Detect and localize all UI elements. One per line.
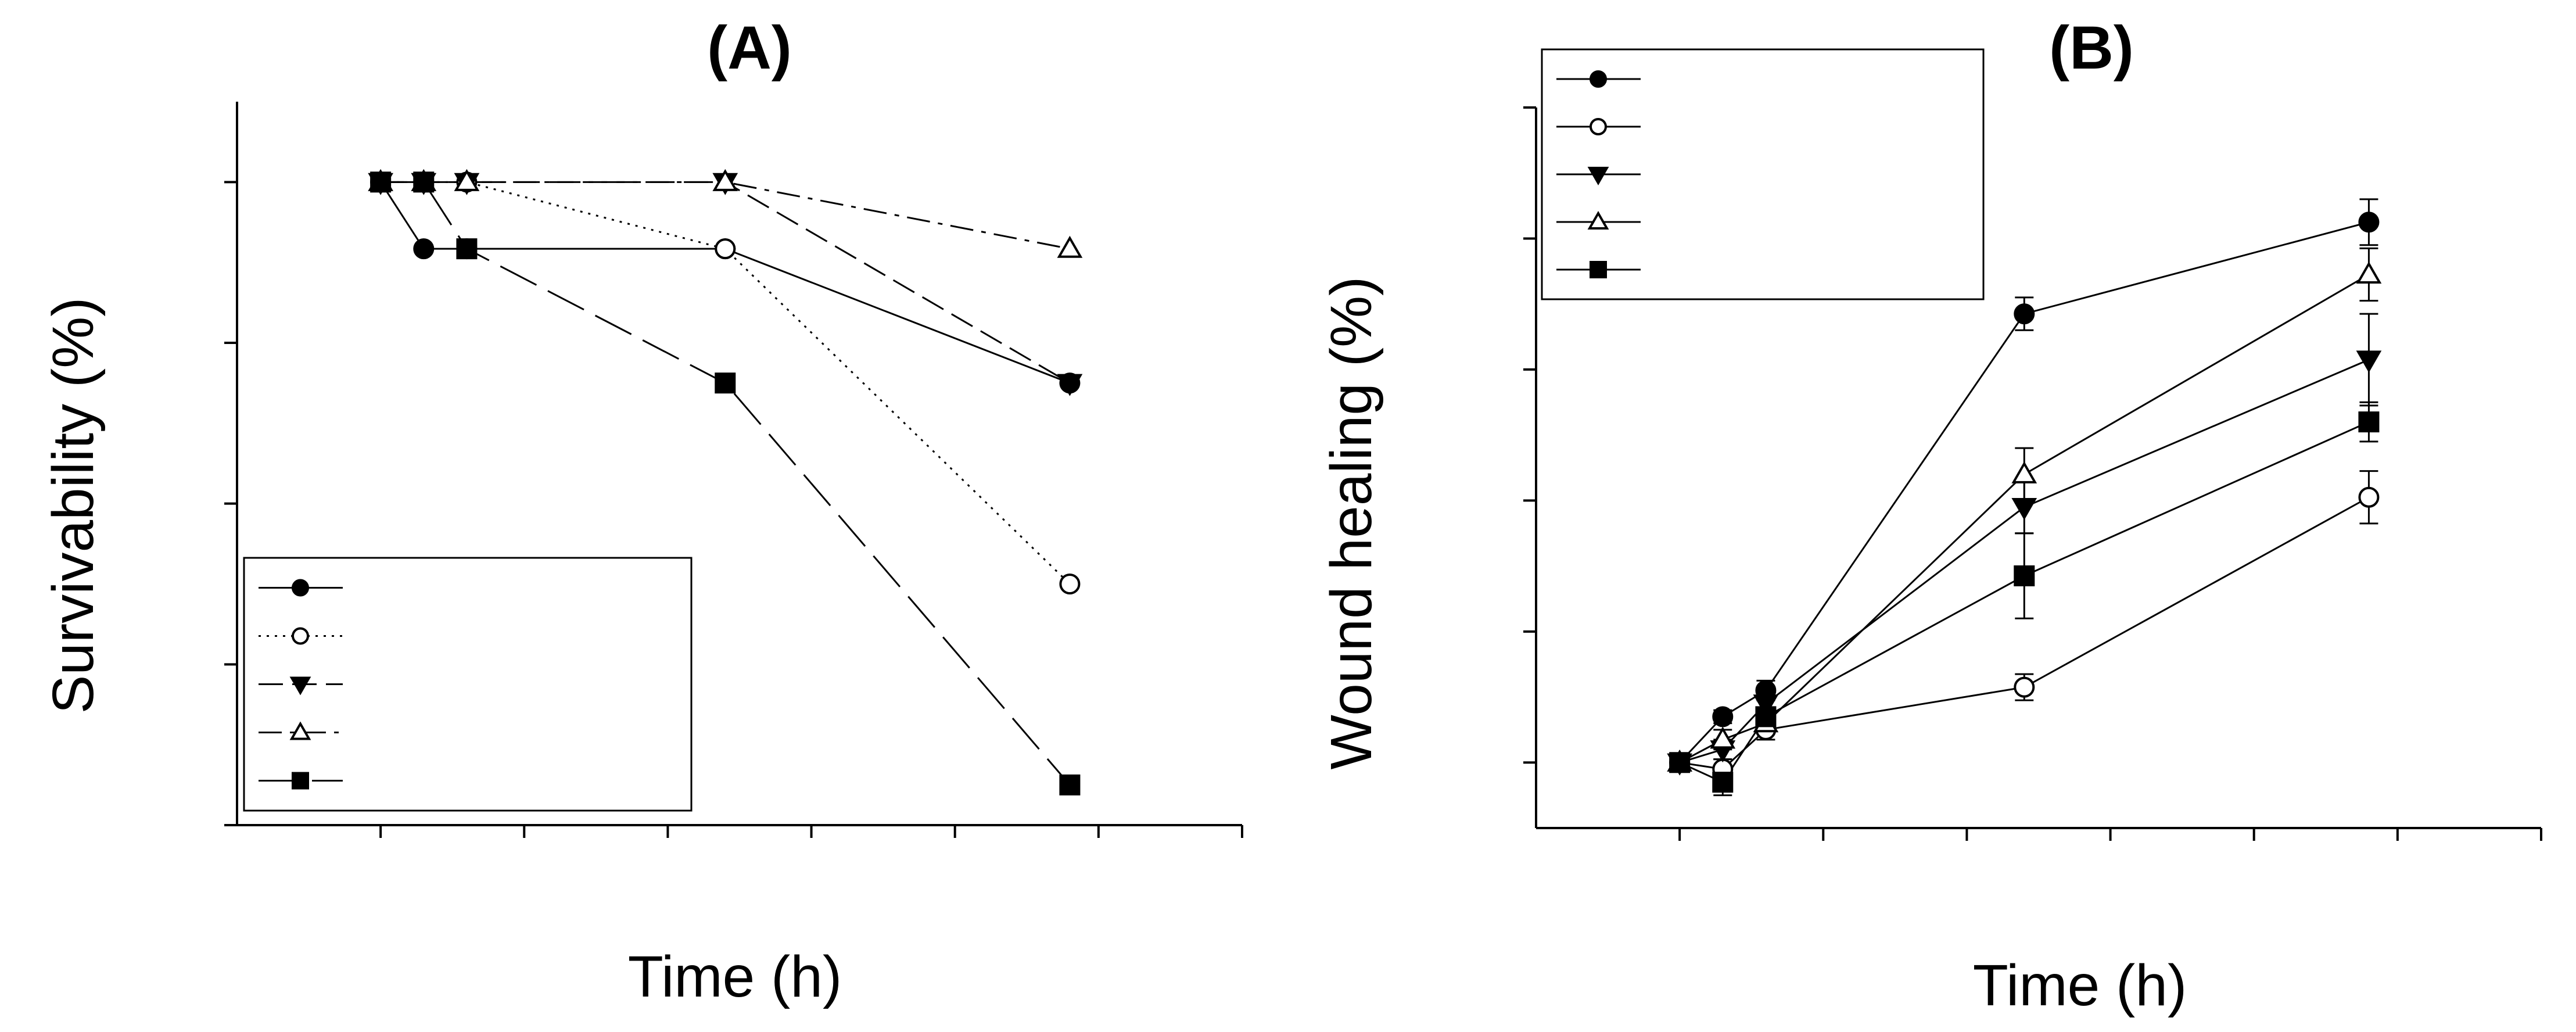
panel-a-legend-marker [292, 772, 309, 790]
panel-b-legend-marker [1587, 166, 1609, 185]
panel-a-data-point-s4 [413, 171, 435, 193]
panel-b-title: (B) [2049, 14, 2134, 82]
panel-b-data-point-s4 [1669, 752, 1691, 773]
panel-b-data-point-s2 [2011, 498, 2037, 521]
panel-a-plot-area [224, 102, 1243, 838]
panel-a-legend-marker [292, 579, 309, 597]
panel-b-data-point-s4 [2014, 565, 2035, 586]
panel-b-y-axis-label: Wound healing (%) [1319, 277, 1384, 770]
panel-a-legend [243, 557, 693, 812]
panel-a-data-point-s1 [715, 238, 736, 260]
panel-b-legend-marker [1590, 70, 1607, 88]
panel-a-series-line-3 [381, 181, 1070, 250]
panel-b: (B) Time (h) Wound healing (%) [1319, 14, 2542, 1018]
panel-b-data-point-s0 [2014, 303, 2035, 325]
panel-b-data-point-s2 [2356, 350, 2382, 373]
panel-a-data-point-s4 [456, 238, 478, 260]
panel-a-data-point-s4 [1059, 774, 1081, 795]
panel-b-data-point-s3 [2011, 461, 2037, 483]
panel-b-data-point-s1 [2014, 676, 2035, 698]
panel-b-data-point-s3 [2356, 261, 2382, 284]
panel-a: (A) Time (h) Survivability (%) [41, 14, 1243, 1009]
panel-b-legend-marker [1590, 118, 1607, 135]
panel-a-data-point-s3 [712, 169, 738, 191]
panel-b-data-point-s4 [1712, 772, 1734, 793]
panel-a-data-point-s4 [370, 171, 392, 193]
panel-b-plot-area [1523, 48, 2542, 841]
panel-a-data-point-s3 [1057, 235, 1083, 258]
panel-b-data-point-s2 [1753, 694, 1779, 717]
panel-a-legend-marker [289, 676, 311, 696]
panel-a-data-point-s2 [1057, 374, 1083, 396]
panel-b-data-point-s3 [1710, 726, 1736, 749]
panel-b-data-point-s4 [1755, 706, 1777, 728]
panel-a-series-line-1 [381, 181, 1071, 585]
panel-a-data-point-s0 [413, 238, 435, 260]
panel-b-data-point-s0 [2358, 212, 2380, 233]
panel-a-legend-marker [289, 721, 311, 740]
panel-a-x-axis-label: Time (h) [628, 944, 842, 1009]
panel-b-legend-marker [1587, 211, 1609, 230]
panel-a-data-point-s3 [454, 169, 480, 191]
panel-b-data-point-s0 [1712, 706, 1734, 728]
panel-a-series-line-0 [379, 181, 1070, 384]
panel-a-legend-marker [292, 627, 309, 645]
panel-b-x-axis-label: Time (h) [1973, 953, 2187, 1018]
panel-b-legend-marker [1590, 261, 1607, 278]
panel-a-y-axis-label: Survivability (%) [41, 298, 106, 714]
panel-a-data-point-s1 [1059, 574, 1081, 594]
panel-b-data-point-s1 [2358, 486, 2380, 508]
panel-a-data-point-s4 [715, 372, 736, 394]
panel-a-series-line-2 [381, 181, 1071, 384]
panel-b-data-point-s4 [2358, 411, 2380, 433]
panel-a-title: (A) [707, 14, 792, 82]
